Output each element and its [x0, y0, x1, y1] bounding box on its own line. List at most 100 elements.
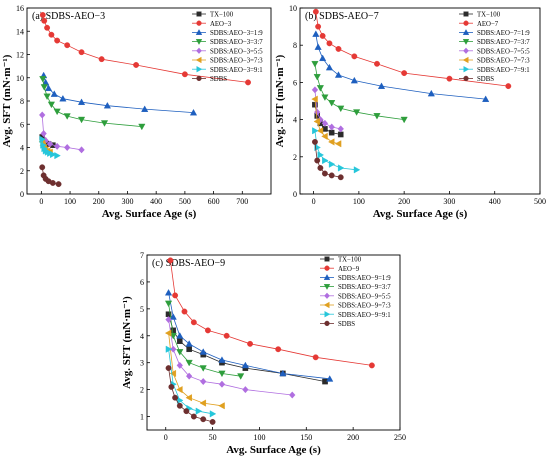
- legend-marker: [323, 301, 330, 309]
- y-tick-label: 4: [140, 332, 144, 341]
- data-point: [63, 113, 71, 120]
- data-point: [165, 316, 172, 324]
- series-sdbs-aeo-3-5-5: [39, 111, 85, 154]
- series-sdbs-aeo-9-9-1: [165, 345, 217, 418]
- legend: TX−100 AEO−9 SDBS:AEO−9=1:9 SDBS:AEO−9=3:7 S…: [320, 256, 391, 328]
- series-line: [315, 33, 486, 100]
- data-point: [78, 49, 85, 56]
- y-tick-label: 2: [293, 153, 297, 162]
- data-point: [400, 116, 408, 124]
- data-point: [328, 123, 335, 131]
- legend-label: SDBS:AEO−9=3:7: [338, 284, 391, 291]
- data-point: [482, 95, 490, 102]
- data-point: [165, 345, 173, 353]
- x-tick-label: 250: [394, 433, 406, 442]
- y-tick-label: 4: [20, 144, 24, 153]
- data-point: [176, 402, 183, 409]
- panel-title: (b) SDBS-AEO−7: [305, 11, 379, 22]
- data-point: [314, 43, 322, 50]
- plot-frame: [299, 7, 541, 195]
- data-point: [40, 130, 47, 138]
- data-point: [195, 407, 203, 415]
- data-point: [374, 60, 380, 67]
- series-line: [315, 11, 509, 87]
- legend-marker: [463, 65, 470, 73]
- y-tick-label: 2: [140, 386, 144, 395]
- data-point: [46, 140, 54, 148]
- series-line: [168, 333, 223, 407]
- data-point: [316, 127, 324, 135]
- y-axis-label: Avg. SFT (mN·m⁻¹): [274, 54, 286, 147]
- legend: TX−100 AEO−3 SDBS:AEO−3=1:9 SDBS:AEO−3=3:7 S…: [192, 11, 263, 83]
- y-tick-label: 0: [293, 190, 297, 199]
- legend-item-sdbs: SDBS: [459, 75, 494, 83]
- data-point: [312, 30, 320, 37]
- y-tick-label: 8: [20, 97, 24, 106]
- data-point: [334, 140, 342, 148]
- x-tick-label: 100: [253, 433, 265, 442]
- series-line: [43, 75, 194, 113]
- data-point: [50, 150, 57, 159]
- data-point: [63, 143, 71, 152]
- series-sdbs: [165, 365, 216, 425]
- data-point: [39, 76, 47, 83]
- data-point: [77, 116, 86, 124]
- legend-label: SDBS:AEO−7=1:9: [477, 30, 530, 37]
- data-point: [185, 340, 193, 347]
- legend-label: SDBS:AEO−3=9:1: [210, 67, 263, 74]
- data-point: [337, 105, 345, 113]
- legend-label: SDBS:AEO−3=5:5: [210, 48, 263, 55]
- x-tick-label: 600: [208, 197, 220, 206]
- legend: TX−100 AEO−7 SDBS:AEO−7=1:9 SDBS:AEO−7=3:7 S…: [459, 11, 530, 83]
- x-tick-label: 0: [164, 433, 168, 442]
- data-point: [133, 62, 140, 68]
- data-point: [141, 105, 149, 112]
- x-tick-label: 200: [347, 433, 359, 442]
- legend-item-sdbs-aeo-7-3-7: SDBS:AEO−7=3:7: [459, 39, 530, 46]
- data-point: [204, 327, 211, 334]
- data-point: [351, 53, 358, 60]
- data-point: [103, 101, 111, 109]
- data-point: [335, 45, 342, 52]
- data-point: [176, 349, 184, 356]
- legend-item-sdbs: SDBS: [192, 75, 227, 83]
- series-sdbs-aeo-9-5-5: [165, 316, 296, 399]
- data-point: [176, 361, 183, 369]
- y-axis-label: Avg. SFT (mN·m⁻¹): [1, 54, 13, 147]
- legend-marker: [462, 39, 470, 45]
- panel-b-sdbs-aeo-7: 0 100 200 300 400 500 0 2 4 6 8 10 Avg. Surface Age …: [274, 4, 546, 220]
- legend-item-sdbs-aeo-9-5-5: SDBS:AEO−9=5:5: [320, 292, 391, 300]
- panel-a-sdbs-aeo-3: 0 100 200 300 400 500 600 700 0 2 4 6 8 10 12 14 16 Avg. …: [1, 4, 272, 220]
- data-point: [181, 71, 188, 78]
- legend-marker: [195, 39, 203, 45]
- data-point: [209, 418, 216, 425]
- series-aeo-7: [312, 8, 512, 90]
- legend-marker: [324, 310, 331, 318]
- legend-item-sdbs-aeo-7-1-9: SDBS:AEO−7=1:9: [459, 29, 530, 37]
- data-point: [312, 8, 319, 15]
- data-point: [168, 383, 175, 390]
- data-point: [247, 340, 254, 347]
- data-point: [237, 373, 245, 380]
- data-point: [311, 86, 319, 94]
- legend-marker: [196, 65, 203, 73]
- data-point: [39, 12, 46, 18]
- y-tick-label: 8: [293, 41, 297, 50]
- legend-marker: [324, 320, 330, 327]
- legend-label: SDBS:AEO−9=9:1: [338, 312, 391, 319]
- x-tick-label: 100: [64, 197, 76, 206]
- data-point: [321, 170, 328, 177]
- legend-item-sdbs: SDBS: [320, 320, 355, 328]
- data-point: [170, 327, 177, 334]
- legend-marker: [196, 47, 202, 54]
- legend-label: SDBS:AEO−3=3:7: [210, 39, 263, 46]
- series-sdbs-aeo-7-9-1: [312, 127, 361, 174]
- data-point: [321, 119, 329, 127]
- legend-item-sdbs-aeo-9-1-9: SDBS:AEO−9=1:9: [320, 274, 391, 282]
- series-sdbs-aeo-7-1-9: [312, 30, 490, 102]
- x-axis-label: Avg. Surface Age (s): [226, 444, 321, 456]
- legend-item-sdbs-aeo-3-1-9: SDBS:AEO−3=1:9: [192, 29, 263, 37]
- legend-label: SDBS:AEO−9=7:3: [338, 303, 391, 310]
- data-point: [316, 85, 324, 92]
